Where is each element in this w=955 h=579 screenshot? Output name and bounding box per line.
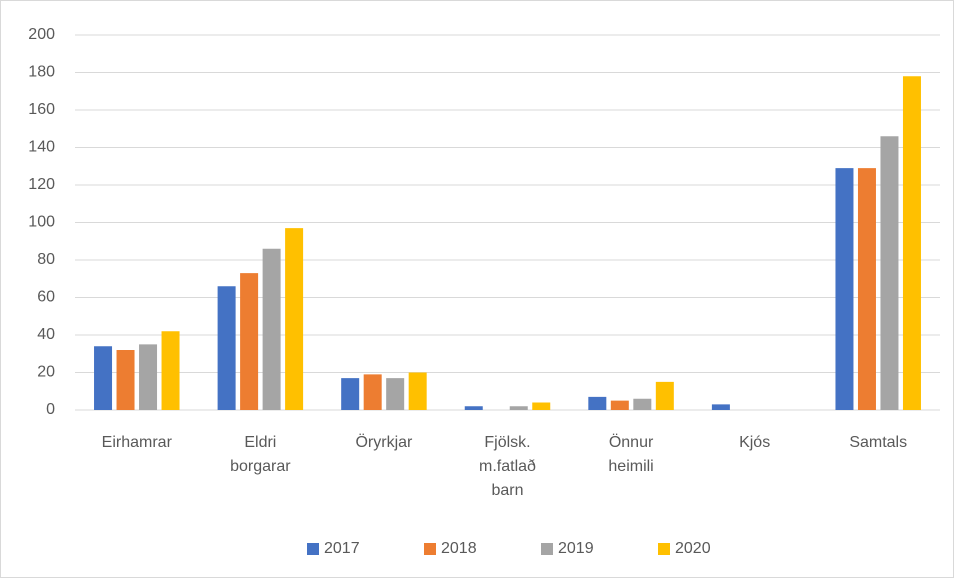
- bar: [588, 396, 607, 410]
- bar: [262, 248, 281, 410]
- y-tick-label: 80: [37, 251, 55, 268]
- bar: [633, 398, 652, 410]
- bar: [408, 372, 427, 410]
- y-tick-label: 0: [46, 401, 55, 418]
- legend-swatch: [424, 543, 436, 555]
- y-tick-label: 140: [28, 139, 55, 156]
- bar: [363, 374, 382, 410]
- bar: [655, 381, 674, 410]
- y-tick-label: 100: [28, 214, 55, 231]
- bar: [902, 76, 921, 410]
- bar: [116, 350, 135, 410]
- bar: [610, 400, 629, 410]
- bar: [532, 402, 551, 410]
- bar: [240, 273, 259, 410]
- bar: [509, 406, 528, 410]
- x-tick-label: Kjós: [739, 434, 770, 451]
- bar: [217, 286, 236, 410]
- bar: [711, 404, 730, 410]
- bar: [94, 346, 113, 410]
- x-tick-label: Öryrkjar: [355, 433, 413, 451]
- legend-label: 2018: [441, 540, 477, 557]
- bar: [386, 378, 405, 410]
- bar: [880, 136, 899, 410]
- y-tick-label: 40: [37, 326, 55, 343]
- bar: [341, 378, 360, 410]
- legend-swatch: [658, 543, 670, 555]
- x-tick-label: Eldri borgarar: [230, 434, 291, 475]
- y-tick-label: 200: [28, 26, 55, 43]
- y-tick-label: 120: [28, 176, 55, 193]
- legend-swatch: [307, 543, 319, 555]
- y-tick-label: 20: [37, 364, 55, 381]
- legend-label: 2017: [324, 540, 360, 557]
- x-tick-label: Eirhamrar: [102, 434, 173, 451]
- legend-swatch: [541, 543, 553, 555]
- bar: [285, 228, 304, 410]
- bar: [139, 344, 158, 410]
- y-tick-label: 60: [37, 289, 55, 306]
- legend-label: 2020: [675, 540, 711, 557]
- x-tick-label: Önnur heimili: [608, 433, 654, 475]
- bar: [161, 331, 180, 410]
- legend-label: 2019: [558, 540, 594, 557]
- y-tick-label: 180: [28, 64, 55, 81]
- x-tick-label: Samtals: [849, 434, 907, 451]
- bar: [464, 406, 483, 410]
- x-tick-label: Fjölsk. m.fatlað barn: [479, 434, 536, 499]
- bar: [835, 168, 854, 410]
- bar: [857, 168, 876, 410]
- y-tick-label: 160: [28, 101, 55, 118]
